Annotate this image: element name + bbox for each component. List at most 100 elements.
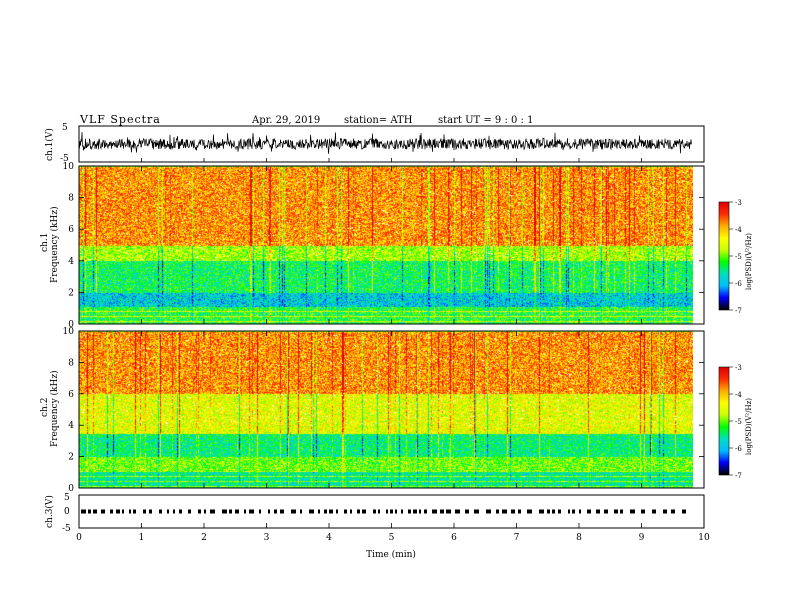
ch3-timecode-pulse — [502, 509, 507, 514]
ch1-spectrogram-image — [79, 166, 693, 324]
ch3-timecode-pulse — [129, 509, 131, 514]
ch3-timecode-pulse — [268, 509, 270, 514]
time-axis-tick-label: 6 — [451, 533, 457, 543]
ch3-timecode-pulse — [291, 509, 296, 514]
ch3-timecode-pulse — [362, 509, 366, 514]
ch1-frequency-tick-labels: 0 2 4 6 8 10 — [63, 162, 75, 330]
date-label: Apr. 29, 2019 — [251, 115, 320, 126]
ch3-timecode-pulse — [527, 509, 532, 514]
figure-title: VLF Spectra — [79, 113, 161, 126]
ch1-ytick-label: 6 — [68, 225, 74, 235]
ch1-colorbar-label: log(PSD)(V²/Hz) — [745, 233, 753, 290]
ch1-ytick-label: 4 — [68, 257, 74, 267]
ch1-colorbar-ticks: -3 -4 -5 -6 -7 — [729, 199, 742, 315]
ch2-ytick-label: 6 — [68, 390, 74, 400]
ch1-waveform-ylabel: ch.1(V) — [44, 128, 55, 161]
ch3-timecode-pulse — [401, 509, 403, 514]
ch3-timecode-pulse — [390, 509, 393, 514]
ch1-frequency-axis-label: Frequency (kHz) — [49, 206, 60, 283]
ch3-timecode-pulse — [133, 509, 136, 514]
ch3-timecode-pulse — [357, 509, 360, 514]
ch3-timecode-pulse — [652, 509, 656, 514]
ch3-timecode-pulse — [539, 509, 544, 514]
time-axis-tick-label: 0 — [76, 533, 82, 543]
ch3-timecode-pulse — [318, 509, 320, 514]
ch1-ytick-label: 2 — [68, 288, 74, 298]
ch3-timecode-pulse — [641, 509, 645, 514]
ch3-timecode-pulse — [179, 509, 182, 514]
time-axis-tick-label: 9 — [639, 533, 645, 543]
time-axis-tick-label: 7 — [514, 533, 520, 543]
ch3-timecode-pulse — [579, 509, 581, 514]
time-axis-tick-label: 8 — [576, 533, 582, 543]
ch3-timecode-pulse — [465, 509, 469, 514]
ch3-timecode-pulse — [81, 509, 86, 514]
ch3-timecode-pulse — [280, 509, 284, 514]
ch3-timecode-pulse — [210, 509, 215, 514]
ch3-timecode-pulse — [344, 509, 347, 514]
ch2-colorbar-label: log(PSD)(V²/Hz) — [745, 398, 753, 455]
time-axis-tick-label: 3 — [264, 533, 270, 543]
ch3-timecode-pulse — [188, 509, 191, 514]
ch3-timecode-pulse — [324, 509, 327, 514]
ch3-timecode-pulse — [552, 509, 555, 514]
ch3-timecode-pulses — [81, 509, 686, 514]
ch2-colorbar-tick-label: -4 — [735, 391, 742, 399]
ch3-timecode-pulse — [159, 509, 162, 514]
ch1-ytick-label: 8 — [68, 194, 74, 204]
ch1-waveform-line — [78, 131, 692, 154]
ch2-panel-label: ch.2 — [40, 398, 50, 417]
ch3-timecode-pulse — [547, 509, 550, 514]
ch3-timecode-pulse — [222, 509, 227, 514]
ch3-timecode-panel: 5 0 -5 ch.3(V) 0 1 2 3 4 5 6 7 8 9 10 Time (min) — [44, 493, 710, 560]
ch3-timecode-pulse — [474, 509, 479, 514]
ch1-ytick-bottom: -5 — [60, 154, 69, 164]
ch2-colorbar-ticks: -3 -4 -5 -6 -7 — [729, 364, 742, 480]
ch3-timecode-pulse — [682, 509, 686, 514]
ch3-timecode-pulse — [93, 509, 97, 514]
ch3-timecode-pulse — [88, 509, 91, 514]
ch3-ytick-top: 5 — [64, 493, 70, 503]
ch1-panel-label: ch.1 — [40, 233, 50, 252]
time-axis-tick-label: 4 — [326, 533, 332, 543]
time-axis-tick-label: 10 — [698, 533, 710, 543]
ch3-timecode-pulse — [518, 509, 521, 514]
ch3-timecode-pulse — [350, 509, 352, 514]
ch3-timecode-pulse — [110, 509, 113, 514]
ch3-timecode-pulse — [259, 509, 261, 514]
ch2-ytick-label: 0 — [68, 484, 74, 494]
ch2-colorbar-tick-label: -5 — [735, 418, 742, 426]
ch2-spectrogram-image — [79, 331, 693, 488]
ch3-timecode-pulse — [101, 509, 105, 514]
ch3-timecode-pulse — [604, 509, 608, 514]
ch3-timecode-pulse — [386, 509, 388, 514]
ch1-colorbar-tick-label: -7 — [735, 307, 742, 315]
ch3-ytick-bottom: -5 — [62, 524, 71, 534]
ch1-colorbar-tick-label: -6 — [735, 280, 742, 288]
ch1-colorbar-tick-label: -5 — [735, 253, 742, 261]
time-axis-label: Time (min) — [366, 549, 416, 560]
ch3-timecode-pulse — [419, 509, 421, 514]
ch2-colorbar-tick-label: -3 — [735, 364, 742, 372]
ch1-colorbar: -3 -4 -5 -6 -7 log(PSD)(V²/Hz) — [718, 199, 753, 315]
ch3-timecode-pulse — [663, 509, 667, 514]
ch3-timecode-pulse — [413, 509, 417, 514]
ch3-timecode-pulse — [235, 509, 239, 514]
ch3-timecode-pulse — [204, 509, 206, 514]
ch3-timecode-pulse — [229, 509, 232, 514]
ch3-ytick-middle: 0 — [64, 507, 70, 517]
ch3-timecode-pulse — [300, 509, 302, 514]
ch3-timecode-pulse — [309, 509, 314, 514]
ch2-spectrogram-panel: 0 2 4 6 8 10 ch.2 Frequency (kHz) — [40, 327, 705, 494]
ch3-timecode-pulse — [455, 509, 460, 514]
ch3-timecode-pulse — [149, 509, 152, 514]
time-axis-tick-label: 1 — [139, 533, 145, 543]
ch3-timecode-pulse — [143, 509, 146, 514]
ch3-timecode-pulse — [378, 509, 380, 514]
ch2-colorbar-tick-label: -7 — [735, 472, 742, 480]
ch3-timecode-pulse — [511, 509, 515, 514]
ch1-colorbar-gradient — [719, 202, 729, 310]
ch2-frequency-tick-labels: 0 2 4 6 8 10 — [63, 327, 75, 494]
ch1-waveform-ticks — [78, 158, 705, 162]
ch2-ytick-label: 2 — [68, 453, 74, 463]
